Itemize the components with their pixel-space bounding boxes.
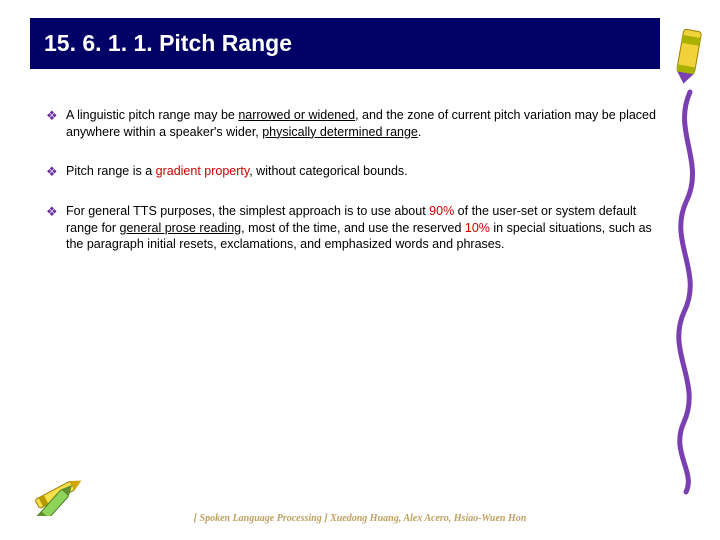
footer-citation: [ Spoken Language Processing ] Xuedong H… (0, 513, 720, 524)
diamond-icon: ❖ (46, 203, 66, 221)
text-run: For general TTS purposes, the simplest a… (66, 204, 429, 218)
text-underline: general prose reading (120, 221, 242, 235)
text-run: Pitch range is a (66, 164, 156, 178)
diamond-icon: ❖ (46, 107, 66, 125)
bullet-item: ❖ Pitch range is a gradient property, wi… (46, 163, 664, 181)
text-run: , most of the time, and use the reserved (241, 221, 465, 235)
bullet-text: Pitch range is a gradient property, with… (66, 163, 664, 180)
text-run: A linguistic pitch range may be (66, 108, 238, 122)
text-emphasis: gradient property (156, 164, 250, 178)
text-run: , without categorical bounds. (249, 164, 407, 178)
text-underline: physically determined range (262, 125, 418, 139)
text-emphasis: 90% (429, 204, 454, 218)
bullet-item: ❖ A linguistic pitch range may be narrow… (46, 107, 664, 141)
crayon-decoration-icon (662, 22, 710, 502)
crayons-icon (28, 468, 88, 516)
text-underline: narrowed or widened (238, 108, 355, 122)
slide-content: ❖ A linguistic pitch range may be narrow… (30, 69, 690, 253)
bullet-text: A linguistic pitch range may be narrowed… (66, 107, 664, 141)
text-emphasis: 10% (465, 221, 490, 235)
bullet-item: ❖ For general TTS purposes, the simplest… (46, 203, 664, 254)
text-run: . (418, 125, 421, 139)
diamond-icon: ❖ (46, 163, 66, 181)
slide: 15. 6. 1. 1. Pitch Range ❖ A linguistic … (0, 0, 720, 540)
bullet-text: For general TTS purposes, the simplest a… (66, 203, 664, 254)
slide-title: 15. 6. 1. 1. Pitch Range (30, 18, 660, 69)
